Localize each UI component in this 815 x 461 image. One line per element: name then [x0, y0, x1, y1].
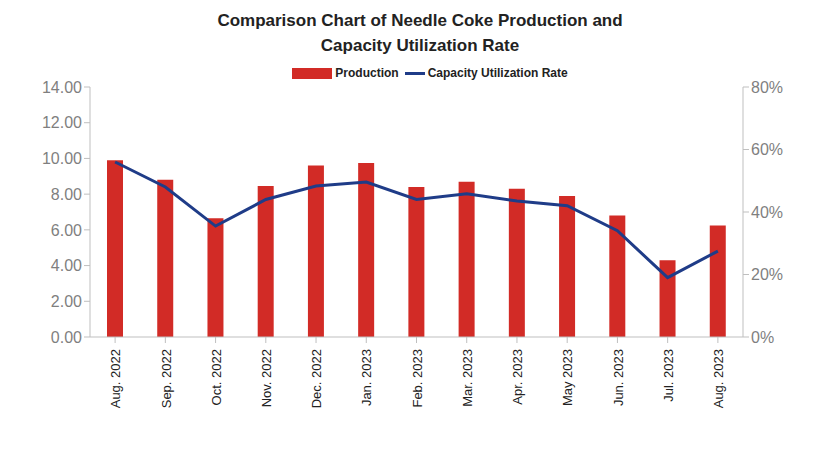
svg-text:Apr. 2023: Apr. 2023: [510, 349, 525, 405]
svg-text:8.00: 8.00: [51, 186, 82, 203]
svg-text:14.00: 14.00: [42, 79, 82, 96]
svg-text:2.00: 2.00: [51, 293, 82, 310]
svg-text:Jun. 2023: Jun. 2023: [611, 349, 626, 406]
svg-text:Dec. 2022: Dec. 2022: [309, 349, 324, 408]
html-text:Comparison Chart of Needle Cok: Comparison Chart of Needle Coke Producti…: [217, 11, 623, 55]
svg-text:20%: 20%: [751, 266, 783, 283]
svg-text:Aug. 2023: Aug. 2023: [711, 349, 726, 408]
svg-text:0%: 0%: [751, 329, 774, 346]
svg-text:May 2023: May 2023: [560, 349, 575, 406]
svg-text:Nov. 2022: Nov. 2022: [259, 349, 274, 407]
svg-text:Aug. 2022: Aug. 2022: [108, 349, 123, 408]
svg-text:Jul. 2023: Jul. 2023: [661, 349, 676, 402]
svg-text:Jan. 2023: Jan. 2023: [359, 349, 374, 406]
html-text:Production: Production: [335, 66, 399, 80]
svg-text:60%: 60%: [751, 141, 783, 158]
svg-text:12.00: 12.00: [42, 114, 82, 131]
svg-text:Mar. 2023: Mar. 2023: [460, 349, 475, 407]
svg-text:80%: 80%: [751, 79, 783, 96]
svg-text:Feb. 2023: Feb. 2023: [410, 349, 425, 408]
svg-text:40%: 40%: [751, 204, 783, 221]
html-text:Capacity Utilization Rate: Capacity Utilization Rate: [427, 66, 568, 80]
svg-text:0.00: 0.00: [51, 329, 82, 346]
svg-text:Oct. 2022: Oct. 2022: [209, 349, 224, 405]
svg-text:Sep. 2022: Sep. 2022: [159, 349, 174, 408]
svg-text:6.00: 6.00: [51, 222, 82, 239]
svg-text:4.00: 4.00: [51, 257, 82, 274]
svg-text:10.00: 10.00: [42, 150, 82, 167]
